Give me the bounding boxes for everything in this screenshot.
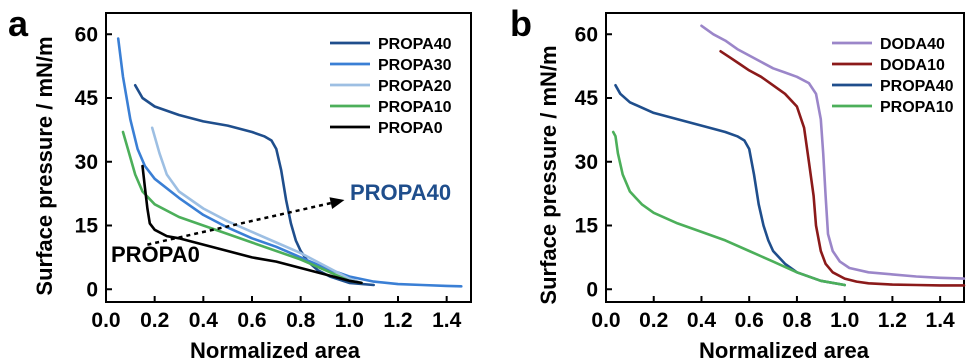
- x-tick-label: 1.2: [383, 309, 412, 332]
- panel-a-x-axis-title: Normalized area: [190, 338, 361, 362]
- y-tick-label: 45: [75, 87, 99, 110]
- x-tick-label: 0.8: [782, 309, 812, 332]
- x-tick-label: 1.2: [878, 309, 907, 332]
- panel-b-y-axis-title: Surface pressure / mN/m: [536, 45, 561, 304]
- legend-label-doda40: DODA40: [880, 36, 945, 53]
- legend-label-propa0: PROPA0: [378, 120, 443, 137]
- legend-label-propa40: PROPA40: [880, 78, 954, 95]
- panel-a-y-axis-title: Surface pressure / mN/m: [32, 36, 57, 295]
- x-tick-label: 0.0: [91, 309, 120, 332]
- x-tick-label: 1.4: [432, 309, 462, 332]
- legend-label-propa10: PROPA10: [378, 99, 452, 116]
- x-tick-label: 0.0: [591, 309, 620, 332]
- legend-label-propa40: PROPA40: [378, 36, 452, 53]
- panel-a-ticks: 0.0 0.2 0.4 0.6 0.8 1.0 1.2 1.4 0 15 30 45 60: [75, 23, 462, 332]
- annotation-propa0: PROPA0: [111, 242, 200, 267]
- panel-b-letter: b: [510, 3, 532, 44]
- legend-label-propa30: PROPA30: [378, 57, 452, 74]
- x-tick-label: 1.4: [926, 309, 956, 332]
- panel-b-x-axis-title: Normalized area: [699, 338, 870, 362]
- y-tick-label: 15: [75, 215, 99, 238]
- x-tick-label: 0.6: [735, 309, 764, 332]
- legend-label-propa10: PROPA10: [880, 99, 954, 116]
- x-tick-label: 0.4: [687, 309, 717, 332]
- legend-label-propa20: PROPA20: [378, 78, 452, 95]
- annotation-propa40: PROPA40: [350, 180, 451, 205]
- x-tick-label: 0.6: [237, 309, 266, 332]
- y-tick-label: 60: [575, 23, 598, 46]
- series-line-propa30-a: [116, 37, 463, 288]
- series-line-propa20-a: [150, 126, 363, 285]
- x-tick-label: 0.2: [140, 309, 169, 332]
- x-tick-label: 0.2: [639, 309, 668, 332]
- x-tick-label: 0.4: [189, 309, 219, 332]
- series-line-propa40-a: [133, 84, 375, 287]
- series-line-doda10-b: [719, 50, 966, 287]
- y-tick-label: 45: [575, 87, 599, 110]
- panel-a: a 0.0 0.2 0.4 0.6 0.8 1.0 1.2 1.4 0 15 30 45 60 PROP…: [8, 3, 472, 362]
- y-tick-label: 30: [75, 151, 98, 174]
- y-tick-label: 60: [75, 23, 98, 46]
- panel-a-arrowhead: [329, 197, 345, 209]
- series-line-propa0-a: [141, 164, 363, 285]
- y-tick-label: 30: [575, 151, 598, 174]
- panel-b: b 0.0 0.2 0.4 0.6 0.8 1.0 1.2 1.4 0 15 30 45 60 DODA…: [510, 3, 966, 362]
- legend-label-doda10: DODA10: [880, 57, 945, 74]
- series-line-doda40-b: [700, 24, 966, 280]
- panel-a-frame: [105, 12, 472, 303]
- panel-b-legend: DODA40 DODA10 PROPA40 PROPA10: [832, 36, 954, 116]
- panel-a-letter: a: [8, 3, 29, 44]
- series-line-propa10-b: [611, 130, 846, 287]
- panel-a-curves: [116, 37, 463, 288]
- series-line-propa10-a: [121, 130, 363, 285]
- panel-b-curves: [611, 24, 966, 287]
- y-tick-label: 15: [575, 215, 599, 238]
- x-tick-label: 0.8: [286, 309, 316, 332]
- y-tick-label: 0: [586, 278, 598, 301]
- series-line-propa40-b: [614, 84, 846, 287]
- x-tick-label: 1.0: [335, 309, 364, 332]
- panel-b-frame: [605, 12, 965, 303]
- y-tick-label: 0: [86, 278, 98, 301]
- panel-b-ticks: 0.0 0.2 0.4 0.6 0.8 1.0 1.2 1.4 0 15 30 45 60: [575, 23, 955, 332]
- panel-a-legend: PROPA40 PROPA30 PROPA20 PROPA10 PROPA0: [330, 36, 452, 137]
- x-tick-label: 1.0: [830, 309, 859, 332]
